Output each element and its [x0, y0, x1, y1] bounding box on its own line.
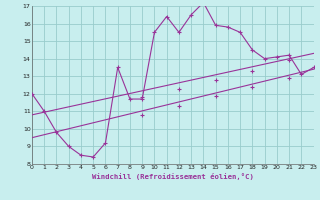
X-axis label: Windchill (Refroidissement éolien,°C): Windchill (Refroidissement éolien,°C) [92, 173, 254, 180]
